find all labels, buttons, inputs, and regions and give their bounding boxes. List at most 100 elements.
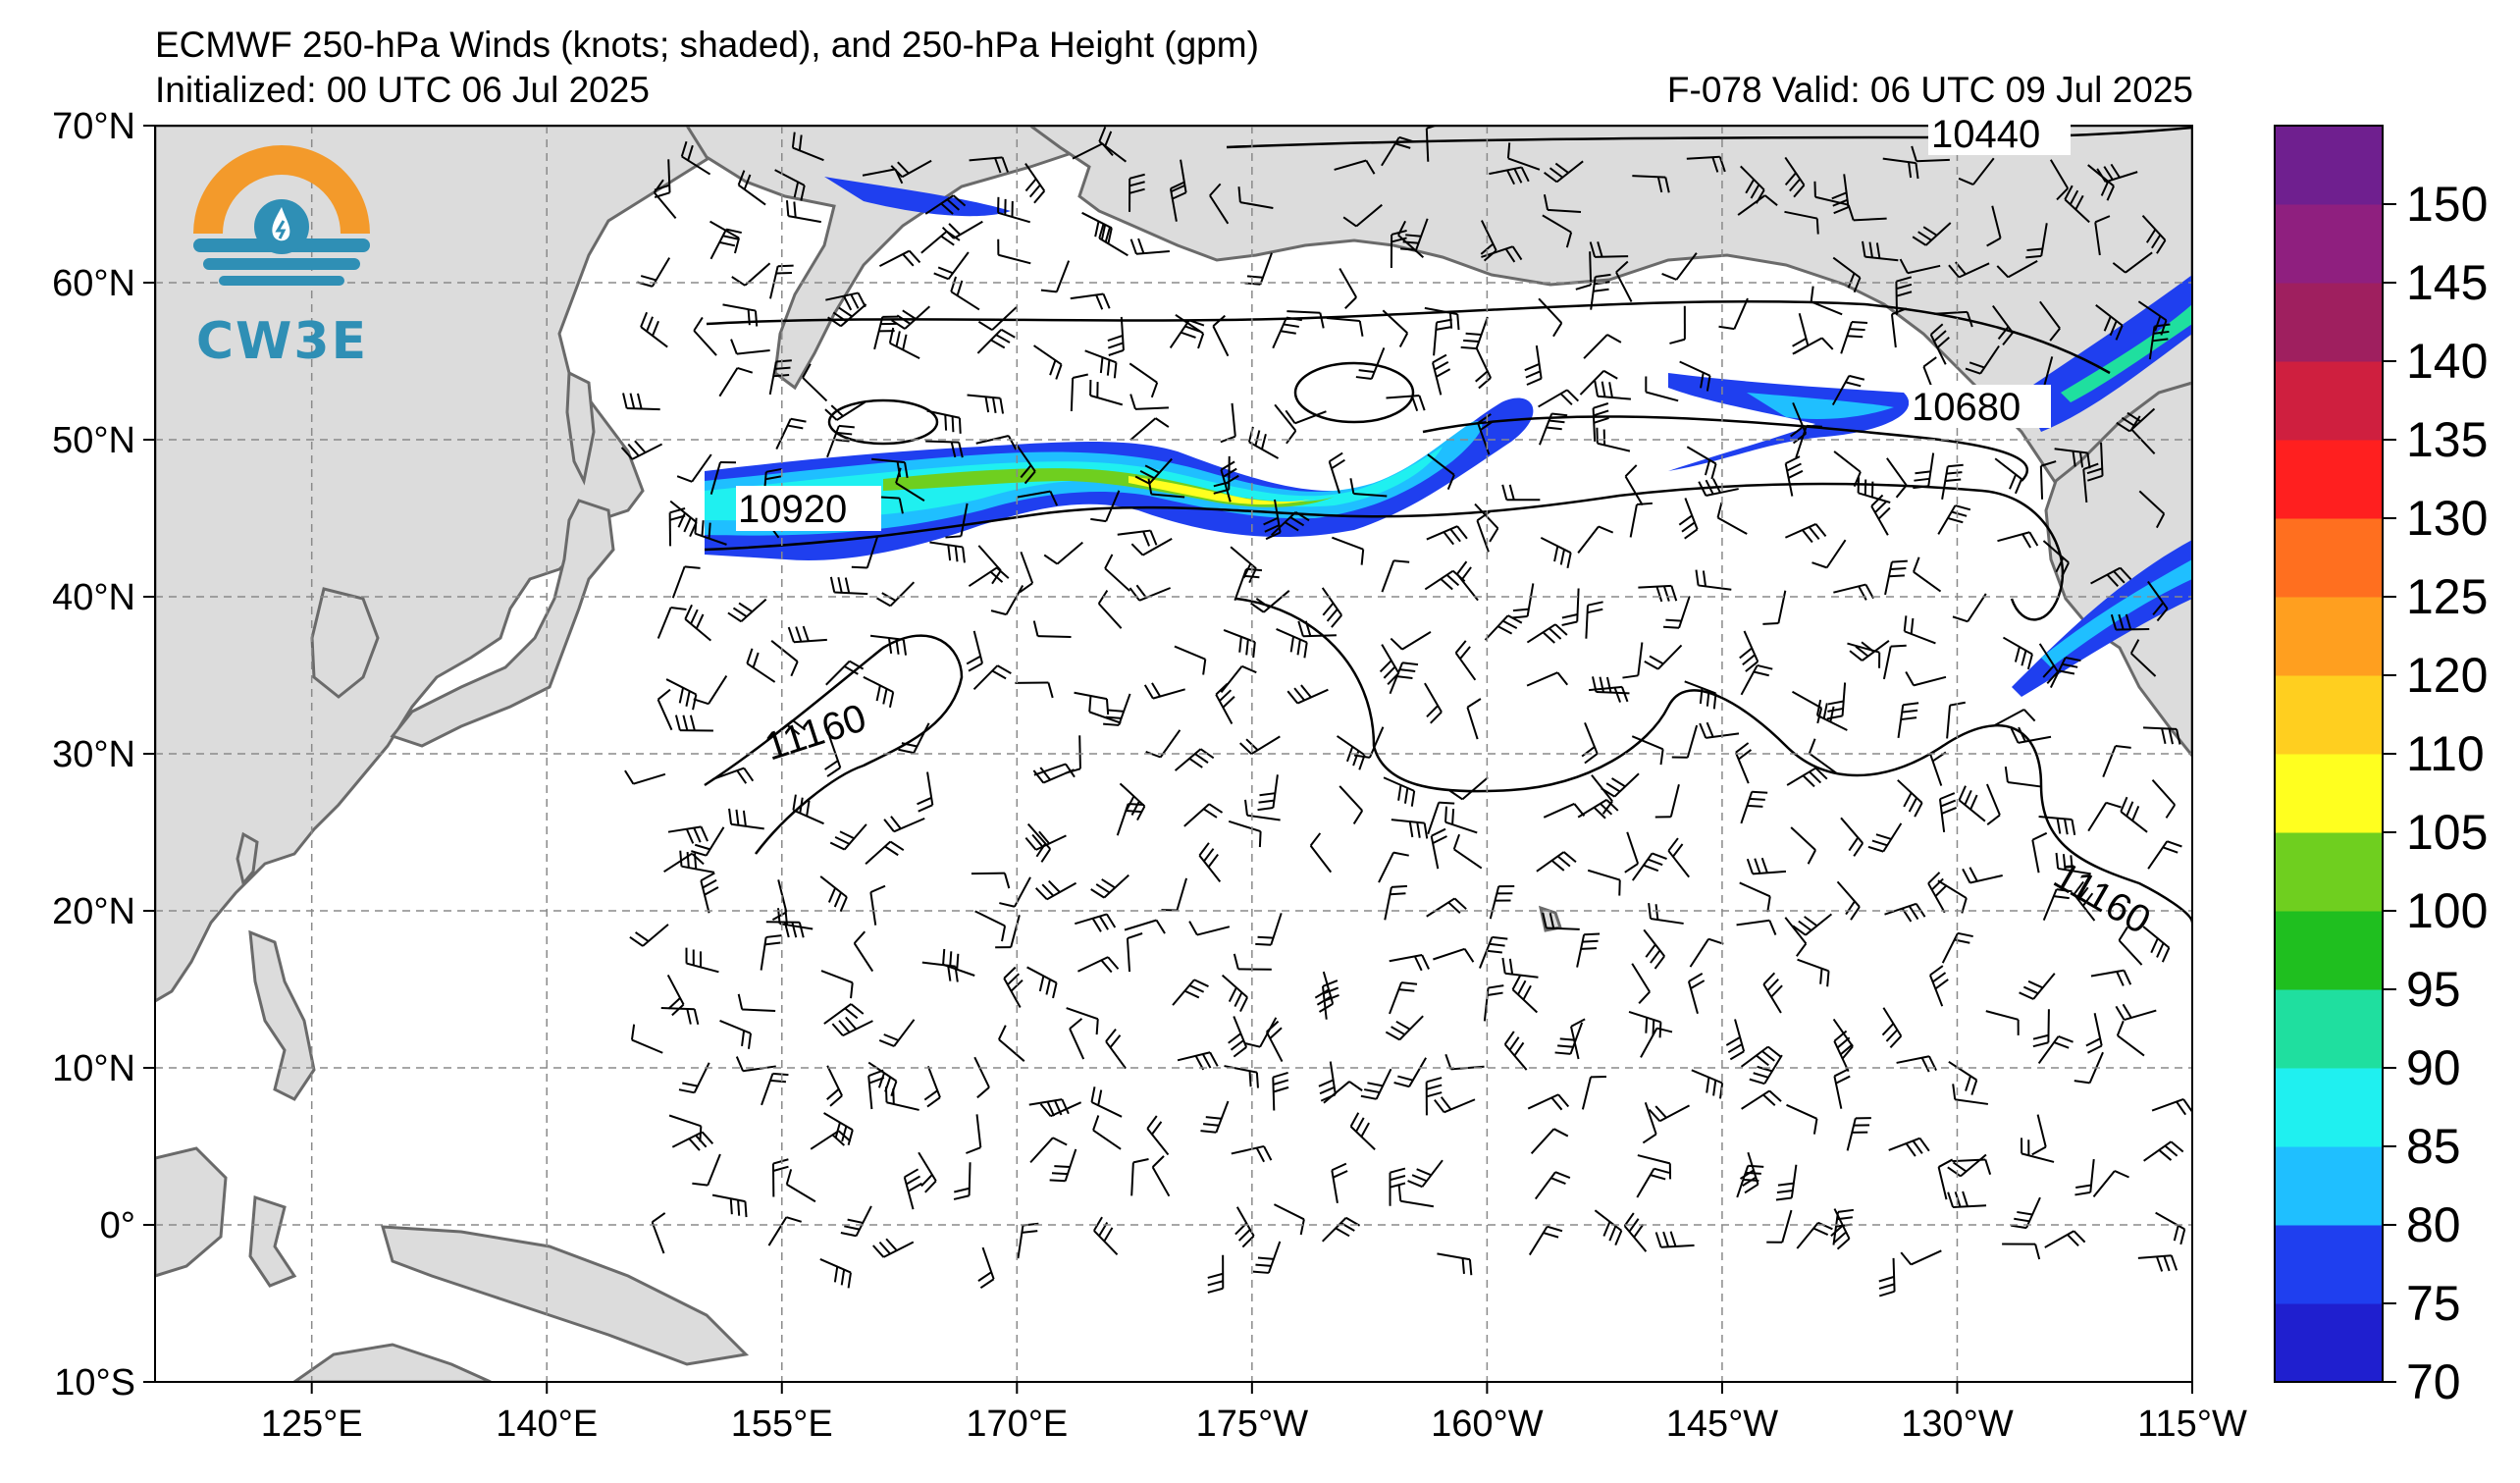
colorbar-tick-label: 85: [2406, 1119, 2461, 1174]
wind-barb: [1129, 417, 1170, 442]
wind-barb: [997, 196, 1031, 224]
wind-barb: [977, 1246, 995, 1290]
wind-barb: [1958, 785, 1986, 822]
wind-barb: [719, 1020, 752, 1049]
wind-barb: [918, 1151, 937, 1193]
wind-barb: [1174, 645, 1207, 675]
wind-barb: [829, 576, 868, 596]
colorbar-tick-label: 80: [2406, 1197, 2461, 1252]
wind-barb: [1250, 590, 1290, 613]
wind-barb: [1215, 682, 1235, 724]
wind-barb: [2010, 726, 2052, 744]
wind-barb: [2096, 163, 2138, 184]
wind-barb: [1671, 724, 1699, 759]
wind-barb: [1686, 446, 1717, 480]
wind-barb: [1088, 696, 1122, 724]
wind-barb: [1797, 958, 1830, 987]
wind-barb: [1786, 1103, 1818, 1135]
wind-barb: [1134, 457, 1173, 485]
wind-barb: [1913, 452, 1935, 490]
wind-barb: [1276, 628, 1308, 659]
philippines-land: [248, 929, 316, 1101]
wind-barb: [1575, 251, 1593, 291]
wind-barb: [1749, 1054, 1783, 1086]
wind-barb: [1601, 772, 1640, 798]
wind-barb: [785, 1169, 816, 1203]
wind-barb: [1937, 504, 1971, 535]
wind-barb: [2112, 251, 2153, 274]
wind-barb: [950, 276, 980, 311]
wind-barb: [1386, 395, 1426, 412]
wind-barb: [1740, 790, 1768, 824]
wind-barb: [1332, 536, 1365, 565]
wind-barb: [1739, 881, 1771, 913]
wind-barb: [1928, 965, 1949, 1007]
wind-barb: [700, 872, 719, 914]
wind-barb: [1169, 319, 1205, 348]
wind-barb: [971, 872, 1011, 889]
contour-10680: [706, 299, 2111, 375]
wind-barb: [1407, 1159, 1444, 1189]
wind-barb: [888, 327, 920, 360]
wind-barb: [923, 1066, 941, 1108]
wind-barb: [1695, 569, 1732, 591]
wind-barb: [966, 630, 983, 672]
wind-barb: [728, 808, 764, 830]
wind-barb: [1070, 373, 1088, 412]
colorbar-tick-label: 90: [2406, 1040, 2461, 1095]
wind-barb: [1637, 1154, 1672, 1180]
wind-barb: [1642, 1101, 1657, 1144]
wind-barb: [1426, 897, 1467, 918]
wind-barb: [674, 715, 713, 732]
wind-barb: [1237, 186, 1274, 209]
lat-tick-label: 20°N: [52, 891, 135, 932]
wind-barb: [1074, 691, 1110, 715]
wind-barb: [1425, 1077, 1443, 1116]
wind-barb: [1223, 629, 1256, 659]
wind-barb: [775, 417, 807, 450]
wind-barb: [967, 394, 1005, 414]
wind-barb: [1905, 670, 1947, 687]
wind-barb: [863, 675, 895, 709]
wind-barb: [1526, 623, 1568, 644]
wind-barb: [1103, 693, 1131, 726]
wind-barb: [727, 598, 767, 623]
wind-barb: [1437, 1252, 1473, 1276]
colorbar-segment: [2275, 675, 2383, 755]
wind-barb: [1255, 913, 1283, 946]
colorbar-labels: 70 75 80 85 90 95 100 105 110 120 125 130 135 140 145 1…: [2406, 177, 2488, 1409]
axis-labels: 125°E 140°E 155°E 170°E 175°W 160°W 145°W 130°W…: [52, 106, 2247, 1445]
wind-barb: [1397, 1185, 1435, 1208]
wind-barb: [1200, 1100, 1230, 1134]
wind-barb: [1576, 932, 1601, 968]
wind-barb: [1542, 912, 1580, 930]
wind-barb: [1169, 181, 1185, 222]
wind-barb: [1766, 1209, 1793, 1244]
wind-barb: [2086, 442, 2104, 482]
wind-barb: [1929, 323, 1950, 365]
wind-barb: [1594, 1209, 1623, 1246]
wind-barb: [2011, 1196, 2041, 1230]
wind-barb: [1484, 614, 1523, 641]
wind-barb: [1833, 583, 1874, 601]
wind-barb: [1107, 316, 1125, 356]
wind-barb: [1679, 360, 1711, 392]
colorbar-tick-label: 125: [2406, 569, 2488, 624]
wind-barb: [1725, 1019, 1746, 1061]
cw3e-logo-graphic: [193, 145, 370, 286]
wind-barb: [1536, 851, 1577, 873]
lon-tick-label: 140°E: [496, 1404, 598, 1445]
wind-barb: [2074, 1158, 2095, 1196]
wind-barb: [1912, 222, 1952, 246]
wind-barb: [1389, 981, 1418, 1015]
wind-barb: [1286, 310, 1325, 329]
wind-barb: [995, 915, 1021, 949]
wind-barb: [865, 840, 905, 866]
wind-barb: [827, 303, 867, 328]
wind-barb: [1506, 142, 1541, 171]
wind-barb: [629, 924, 669, 947]
australia-land: [291, 1343, 492, 1382]
wind-barb: [1383, 776, 1416, 807]
wind-barb: [1321, 587, 1342, 628]
colorbar-tick-label: 100: [2406, 883, 2488, 938]
